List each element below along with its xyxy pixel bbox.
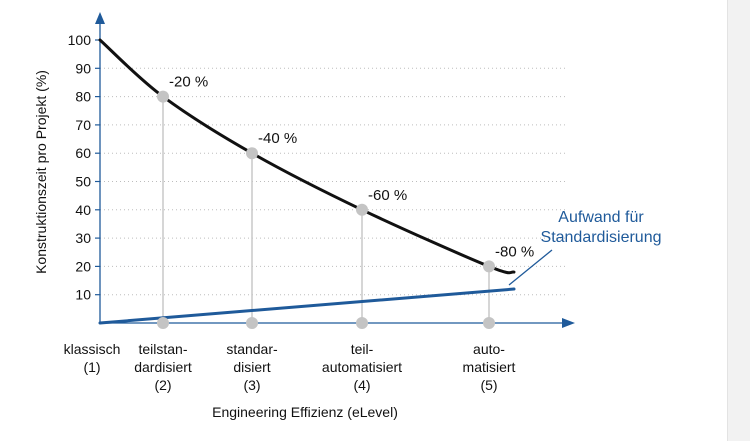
x-tick-label-line: teilstan- — [138, 341, 187, 357]
x-tick-label: teil-automatisiert (4) — [322, 341, 402, 393]
y-tick-label: 80 — [75, 89, 91, 105]
x-tick-labels: klassisch (1) teilstan-dardisiert (2) standa… — [64, 341, 516, 393]
axis-point-marker — [246, 317, 258, 329]
y-tick-label: 50 — [75, 174, 91, 190]
y-tick-label: 100 — [68, 32, 92, 48]
stem-layer — [162, 96, 490, 323]
series-line-aufwand — [98, 287, 516, 325]
x-axis-title: Engineering Effizienz (eLevel) — [212, 404, 398, 420]
point-layer: -20 % -40 % -60 % -80 % — [157, 74, 534, 329]
y-tick-label: 20 — [75, 258, 91, 274]
x-tick-label-line: teil- — [351, 341, 374, 357]
series-line-konstruktionszeit — [98, 38, 516, 275]
chart-svg: 10 20 30 40 50 60 70 80 90 100 -20 % -40 % -60 % -80… — [33, 12, 662, 420]
data-label: -20 % — [169, 74, 208, 91]
x-tick-label: teilstan-dardisiert (2) — [134, 341, 192, 393]
x-tick-label-line: disiert — [233, 359, 270, 375]
x-tick-label-line: dardisiert — [134, 359, 192, 375]
x-tick-label-line: (4) — [353, 377, 370, 393]
y-tick-labels: 10 20 30 40 50 60 70 80 90 100 — [68, 32, 100, 303]
x-axis-arrow — [562, 318, 575, 328]
y-tick-label: 90 — [75, 60, 91, 76]
x-tick-label-line: (1) — [83, 359, 100, 375]
x-tick-label-line: (5) — [480, 377, 497, 393]
annotation-label: Aufwand für Standardisierung — [541, 209, 662, 246]
y-tick-label: 40 — [75, 202, 91, 218]
x-tick-label-line: standar- — [226, 341, 278, 357]
x-tick-label-line: klassisch — [64, 341, 121, 357]
y-tick-label: 60 — [75, 145, 91, 161]
x-tick-label: klassisch (1) — [64, 341, 121, 375]
axis-point-marker — [483, 317, 495, 329]
y-axis-title: Konstruktionszeit pro Projekt (%) — [33, 70, 49, 274]
x-tick-label-line: matisiert — [463, 359, 516, 375]
y-axis-arrow — [95, 12, 105, 24]
data-label: -40 % — [258, 130, 297, 147]
data-label: -80 % — [495, 243, 534, 260]
x-tick-label-line: auto- — [473, 341, 505, 357]
data-point-marker — [483, 260, 495, 273]
annotation-line: Aufwand für — [558, 209, 644, 226]
data-label: -60 % — [368, 187, 407, 204]
y-tick-label: 10 — [75, 287, 91, 303]
x-tick-label-line: automatisiert — [322, 359, 402, 375]
data-point-marker — [246, 147, 258, 160]
y-tick-label: 70 — [75, 117, 91, 133]
x-tick-label-line: (3) — [243, 377, 260, 393]
axes-layer — [95, 12, 575, 328]
annotation-line: Standardisierung — [541, 229, 662, 246]
axis-point-marker — [157, 317, 169, 329]
series-layer — [98, 38, 516, 325]
data-point-marker — [157, 90, 169, 103]
y-tick-label: 30 — [75, 230, 91, 246]
x-tick-label: standar-disiert (3) — [226, 341, 278, 393]
axis-point-marker — [356, 317, 368, 329]
x-tick-label: auto-matisiert (5) — [463, 341, 516, 393]
annotation-leader — [508, 249, 553, 286]
data-point-marker — [356, 203, 368, 216]
scrollbar-strip — [727, 0, 750, 441]
annotation-group: Aufwand für Standardisierung — [508, 209, 662, 286]
x-tick-label-line: (2) — [154, 377, 171, 393]
